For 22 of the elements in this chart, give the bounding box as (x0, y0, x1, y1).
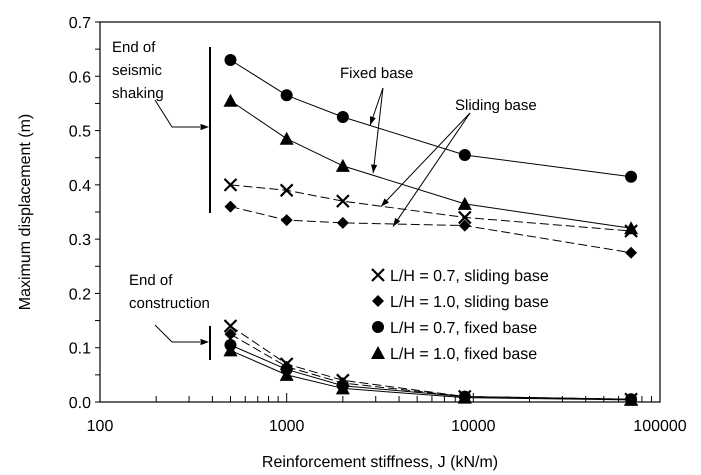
legend-label: L/H = 1.0, fixed base (390, 346, 538, 363)
x-tick-label: 100000 (633, 418, 687, 435)
y-tick-label: 0.5 (68, 124, 92, 141)
x-tick-label: 1000 (268, 418, 305, 435)
annotation: End of seismic shaking (112, 39, 164, 102)
y-tick-label: 0.0 (68, 395, 92, 412)
x-tick-label: 10000 (451, 418, 496, 435)
x-axis-title: Reinforcement stiffness, J (kN/m) (262, 454, 498, 471)
x-tick-label: 100 (86, 418, 114, 435)
y-axis-title: Maximum displacement (m) (17, 114, 34, 310)
legend-label: L/H = 0.7, fixed base (390, 320, 538, 337)
y-tick-label: 0.2 (68, 286, 92, 304)
annotation: End of construction (129, 272, 210, 312)
legend-label: L/H = 1.0, sliding base (390, 294, 549, 311)
y-tick-label: 0.3 (68, 232, 92, 250)
legend-label: L/H = 0.7, sliding base (390, 268, 549, 285)
y-tick-label: 0.1 (68, 340, 92, 358)
annotation: Fixed base (340, 65, 414, 82)
y-tick-label: 0.7 (68, 15, 92, 32)
y-tick-label: 0.4 (68, 178, 92, 195)
y-tick-label: 0.6 (68, 69, 92, 86)
annotation: Sliding base (455, 97, 537, 114)
